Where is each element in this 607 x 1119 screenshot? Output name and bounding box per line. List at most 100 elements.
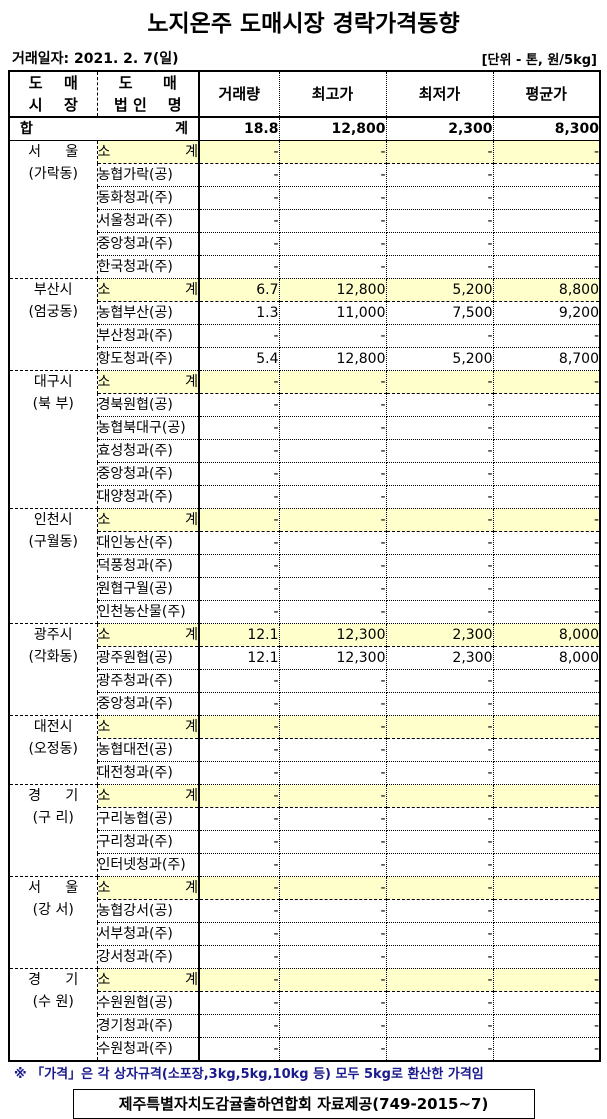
table-row: 서울청과(주) - - - - [9,209,600,233]
cell-volume: - [199,554,280,578]
total-label-left: 합 [20,121,33,137]
cell-low: - [386,968,494,992]
cell-high: 12,300 [279,646,387,670]
cell-avg: - [493,255,600,279]
col-header-low: 최저가 [386,71,494,118]
table-row-subtotal: 경 기 (구 리) 소 계 - - - - [9,784,600,877]
cell-volume: - [199,324,280,348]
cell-low: - [386,991,494,1015]
cell-volume: - [199,485,280,509]
unit-note: [단위 - 톤, 원/5kg] [481,53,597,68]
cell-avg: - [493,876,600,900]
table-row: 농협대전(공) - - - - [9,738,600,762]
cell-volume: - [199,945,280,969]
table-row: 대인농산(주) - - - - [9,531,600,555]
cell-low: 5,200 [386,347,494,371]
market-header-line2b: 장 [63,96,78,114]
cell-avg: - [493,853,600,877]
market-header-line1b: 매 [63,74,78,92]
cell-low: - [386,899,494,923]
cell-avg: - [493,669,600,693]
cell-high: - [279,991,387,1015]
cell-avg: - [493,393,600,417]
cell-volume: - [199,416,280,440]
corp-header-line2a: 법 인 [113,96,147,114]
cell-high: - [279,163,387,187]
cell-avg: - [493,968,600,992]
cell-low: - [386,485,494,509]
cell-low: - [386,784,494,808]
corporation-name-cell: 서울청과(주) [97,209,200,233]
table-head: 도 매 시 장 도 매 법 인 명 [9,71,600,118]
cell-volume: - [199,1014,280,1038]
table-body: 합 계 18.8 12,800 2,300 8,300 서 울 (가락동) 소 계 - - - - 농협가락(… [9,117,600,1062]
cell-high: 12,300 [279,623,387,647]
table-row: 중앙청과(주) - - - - [9,462,600,486]
corporation-name-cell: 동화청과(주) [97,186,200,210]
corporation-name-cell: 인천농산물(주) [97,600,200,624]
cell-volume: - [199,807,280,831]
cell-high: - [279,370,387,394]
cell-high: - [279,692,387,716]
corporation-name-cell: 구리농협(공) [97,807,200,831]
cell-avg: - [493,1014,600,1038]
cell-volume: - [199,761,280,785]
cell-low: - [386,807,494,831]
cell-avg: - [493,462,600,486]
cell-avg: - [493,577,600,601]
cell-low: - [386,439,494,463]
market-name-cell: 서 울 (강 서) [9,876,98,969]
cell-avg: - [493,186,600,210]
cell-high: - [279,485,387,509]
cell-low: 5,200 [386,278,494,302]
table-header-row: 도 매 시 장 도 매 법 인 명 [9,71,600,118]
table-row-subtotal: 광주시 (각화동) 소 계 12.1 12,300 2,300 8,000 [9,623,600,716]
cell-avg: - [493,508,600,532]
cell-volume: - [199,1037,280,1062]
cell-high: 11,000 [279,301,387,325]
cell-high: - [279,462,387,486]
cell-low: - [386,462,494,486]
cell-volume: - [199,784,280,808]
price-table: 도 매 시 장 도 매 법 인 명 [8,70,601,1062]
cell-volume: - [199,232,280,256]
cell-high: - [279,876,387,900]
table-row: 중앙청과(주) - - - - [9,692,600,716]
market-name-cell: 경 기 (구 리) [9,784,98,877]
cell-avg: - [493,692,600,716]
market-name-cell: 대구시 (북 부) [9,370,98,509]
cell-avg: - [493,232,600,256]
trade-date: 거래일자: 2021. 2. 7(일) [12,51,179,67]
table-row: 중앙청과(주) - - - - [9,232,600,256]
cell-volume: - [199,508,280,532]
table-row: 인천농산물(주) - - - - [9,600,600,624]
cell-low: - [386,692,494,716]
cell-avg: - [493,1037,600,1062]
corporation-name-cell: 원협구월(공) [97,577,200,601]
cell-high: - [279,508,387,532]
table-row-subtotal: 부산시 (엄궁동) 소 계 6.7 12,800 5,200 8,800 [9,278,600,371]
table-row: 광주청과(주) - - - - [9,669,600,693]
table-row: 인터넷청과(주) - - - - [9,853,600,877]
cell-high: - [279,554,387,578]
cell-volume: - [199,830,280,854]
market-name-cell: 부산시 (엄궁동) [9,278,98,371]
cell-volume: - [199,531,280,555]
cell-low: 2,300 [386,623,494,647]
cell-high: 12,800 [279,278,387,302]
market-name-line1: 대구시 [33,374,73,390]
cell-volume: - [199,922,280,946]
corporation-name-cell: 경북원협(공) [97,393,200,417]
table-row: 농협부산(공) 1.3 11,000 7,500 9,200 [9,301,600,325]
cell-low: - [386,209,494,233]
cell-high: - [279,853,387,877]
table-row: 수원원협(공) - - - - [9,991,600,1015]
cell-volume: - [199,853,280,877]
cell-high: - [279,232,387,256]
table-row-subtotal: 대구시 (북 부) 소 계 - - - - [9,370,600,509]
cell-high: - [279,738,387,762]
table-row: 경북원협(공) - - - - [9,393,600,417]
cell-avg: - [493,163,600,187]
corporation-name-cell: 강서청과(주) [97,945,200,969]
